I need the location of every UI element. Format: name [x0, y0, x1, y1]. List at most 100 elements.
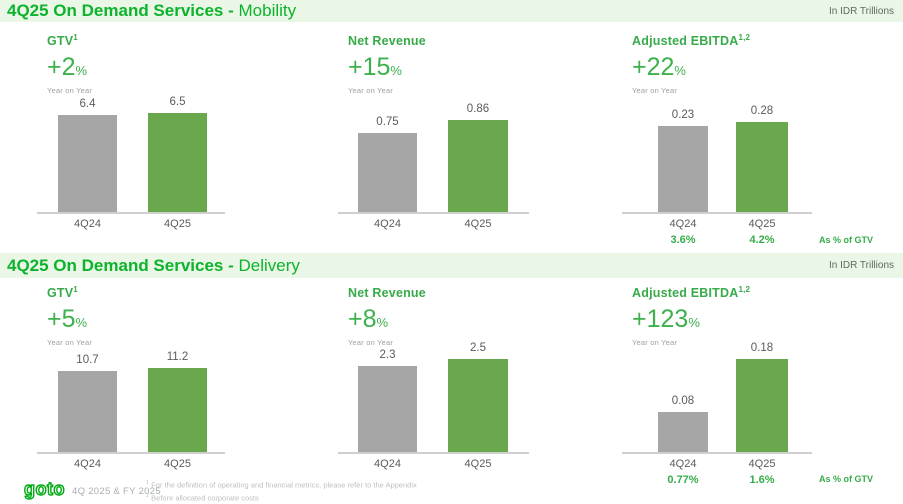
section-title: 4Q25 On Demand Services - Delivery [7, 256, 300, 276]
category-label: 4Q24 [74, 458, 101, 470]
category-label: 4Q24 [374, 218, 401, 230]
unit-note: In IDR Trillions [828, 260, 894, 271]
section-title: 4Q25 On Demand Services - Mobility [7, 1, 296, 21]
chart-delivery-gtv: GTV1 +5% Year on Year 10.7 11.2 4Q24 4Q2… [37, 278, 225, 478]
footnote-2-marker: 2 [146, 493, 150, 499]
bar-value-label: 0.86 [466, 103, 490, 115]
section-mobility: 4Q25 On Demand Services - Mobility In ID… [0, 0, 903, 252]
section-header-delivery: 4Q25 On Demand Services - Delivery In ID… [0, 253, 903, 278]
chart-delivery-net-revenue: Net Revenue +8% Year on Year 2.3 2.5 4Q2… [338, 278, 529, 478]
category-label: 4Q24 [74, 218, 101, 230]
x-axis-line [37, 452, 225, 454]
unit-note: In IDR Trillions [828, 5, 894, 17]
section-title-segment: Delivery [238, 255, 300, 275]
x-axis-line [622, 452, 812, 454]
metric-title-superscript: 1 [73, 285, 78, 294]
plot-area: 6.4 6.5 [37, 90, 225, 214]
metric-title-text: Net Revenue [348, 34, 426, 49]
bar-4q24: 6.4 [58, 98, 117, 212]
section-delivery: 4Q25 On Demand Services - Delivery In ID… [0, 252, 903, 486]
chart-mobility-net-revenue: Net Revenue +15% Year on Year 0.75 0.86 … [338, 22, 529, 252]
metric-title-superscript: 1,2 [738, 285, 751, 294]
metric-title: Adjusted EBITDA1,2 [632, 33, 750, 48]
growth-yoy-value: +15% [348, 53, 402, 85]
chart-mobility-gtv: GTV1 +2% Year on Year 6.4 6.5 4Q24 4Q25 [37, 22, 225, 252]
growth-yoy-value: +123% [632, 305, 700, 337]
bar-4q24: 10.7 [58, 354, 117, 452]
yoy-caption: Year on Year [632, 86, 678, 95]
category-label: 4Q25 [748, 458, 776, 470]
bar-4q25: 2.5 [448, 342, 508, 452]
metric-title-text: Net Revenue [348, 286, 426, 301]
metric-title-text: Adjusted EBITDA [632, 34, 739, 49]
footnote-1: 1 For the definition of operating and fi… [146, 478, 417, 491]
growth-number: +22 [632, 53, 675, 81]
category-label: 4Q24 [374, 458, 401, 470]
bar-value-label: 2.5 [470, 342, 486, 354]
growth-percent-sign: % [376, 315, 389, 330]
growth-yoy-value: +2% [47, 53, 87, 85]
bar-4q25: 11.2 [148, 351, 207, 452]
section-title-bold: 4Q25 On Demand Services - [7, 255, 234, 275]
bar-value-label: 10.7 [76, 354, 99, 366]
plot-area: 0.08 0.18 [622, 332, 812, 454]
footnote-1-marker: 1 [146, 480, 150, 486]
category-label: 4Q25 [164, 458, 191, 470]
bar-4q24: 0.75 [358, 116, 417, 212]
bar-value-label: 0.28 [750, 105, 774, 117]
bar-value-label: 11.2 [166, 351, 189, 363]
goto-logo: goto [23, 479, 65, 500]
pct-of-gtv-value: 1.6% [749, 474, 775, 486]
growth-number: +5 [47, 305, 76, 333]
section-title-bold: 4Q25 On Demand Services - [7, 1, 234, 20]
bar-value-label: 0.75 [376, 116, 399, 128]
footnote-2: 2 Before allocated corporate costs [146, 491, 417, 504]
metric-title-text: GTV [47, 34, 74, 49]
goto-logo-text: goto [24, 479, 65, 499]
plot-area: 0.23 0.28 [622, 90, 812, 214]
yoy-caption: Year on Year [47, 86, 93, 95]
chart-delivery-adjusted-ebitda: Adjusted EBITDA1,2 +123% Year on Year 0.… [622, 278, 812, 486]
section-header-mobility: 4Q25 On Demand Services - Mobility In ID… [0, 0, 903, 22]
footer-caption: 4Q 2025 & FY 2025 [72, 486, 161, 497]
metric-title: GTV1 [47, 285, 78, 300]
x-axis-line [622, 212, 812, 214]
growth-percent-sign: % [674, 63, 686, 78]
growth-number: +123 [632, 305, 689, 333]
growth-number: +15 [348, 53, 391, 81]
growth-yoy-value: +5% [47, 305, 87, 337]
metric-title-text: GTV [47, 286, 74, 301]
metric-title-text: Adjusted EBITDA [632, 286, 739, 301]
bar-4q25: 6.5 [148, 96, 207, 212]
footer: goto 4Q 2025 & FY 2025 1 For the definit… [0, 477, 903, 504]
category-label: 4Q25 [164, 218, 191, 230]
bar-value-label: 2.3 [379, 349, 396, 361]
category-label: 4Q24 [669, 218, 697, 230]
plot-area: 2.3 2.5 [338, 332, 529, 454]
metric-title-superscript: 1,2 [738, 33, 751, 42]
bar-value-label: 6.4 [79, 98, 96, 110]
footnote-1-text: For the definition of operating and fina… [151, 480, 417, 490]
growth-number: +2 [47, 53, 76, 81]
category-label: 4Q25 [748, 218, 776, 230]
section-title-segment: Mobility [238, 1, 297, 20]
category-label: 4Q24 [669, 458, 697, 470]
bar-value-label: 0.18 [750, 342, 774, 354]
x-axis-line [37, 212, 225, 214]
pct-of-gtv-note: As % of GTV [818, 235, 873, 245]
bar-value-label: 6.5 [169, 96, 186, 108]
bar-4q24: 2.3 [358, 349, 417, 452]
metric-title: Net Revenue [348, 285, 426, 300]
growth-yoy-value: +8% [348, 305, 388, 337]
metric-title-superscript: 1 [73, 33, 78, 42]
plot-area: 0.75 0.86 [338, 90, 529, 214]
x-axis-line [338, 452, 529, 454]
growth-percent-sign: % [390, 63, 402, 78]
category-label: 4Q25 [464, 458, 492, 470]
yoy-caption: Year on Year [348, 86, 394, 95]
yoy-caption: Year on Year [348, 338, 394, 347]
bar-4q25: 0.86 [448, 103, 508, 212]
bar-4q25: 0.18 [736, 342, 788, 452]
bar-value-label: 0.08 [671, 395, 695, 407]
